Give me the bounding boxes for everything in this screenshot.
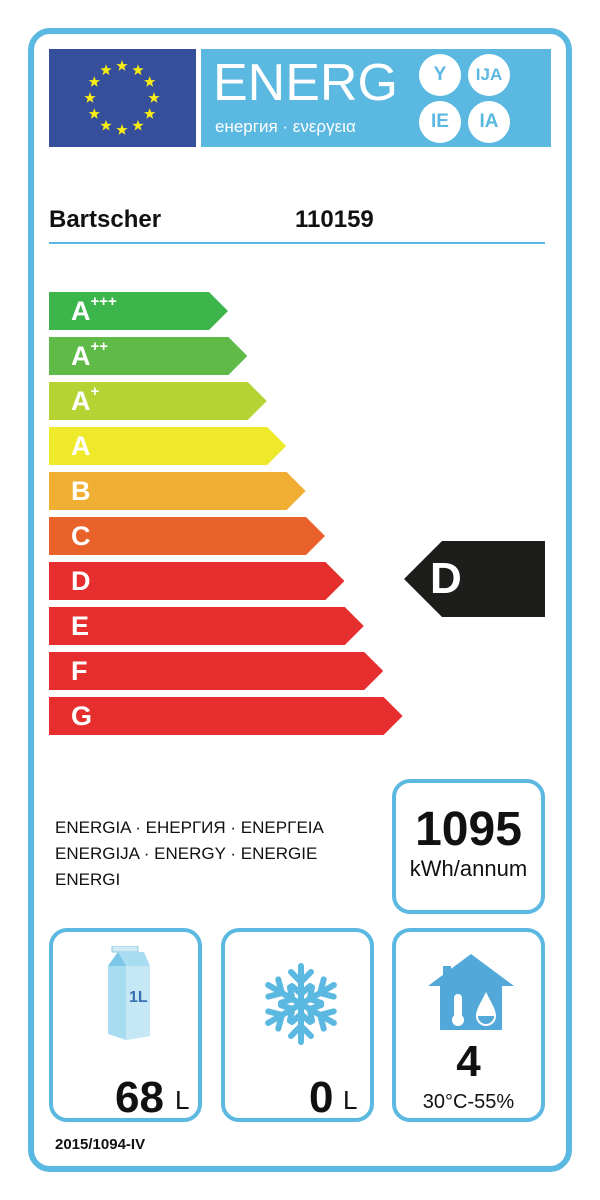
- scale-bar-appp: A+++: [49, 292, 228, 330]
- eu-flag: [49, 49, 196, 147]
- scale-label: F: [71, 656, 88, 686]
- scale-bar-app: A++: [49, 337, 248, 375]
- star: [100, 64, 112, 76]
- scale-label: A: [71, 386, 91, 416]
- fresh-volume-unit: L: [175, 1085, 190, 1115]
- climate-condition: 30°C-55%: [422, 1091, 515, 1113]
- supplier-name: Bartscher: [49, 206, 162, 233]
- star: [148, 92, 160, 103]
- star: [84, 92, 96, 103]
- scale-sup: ++: [90, 338, 109, 355]
- scale-bar-d: D: [49, 562, 345, 600]
- frozen-volume-box: 0 L: [221, 928, 374, 1122]
- star: [116, 60, 128, 71]
- scale-sup: +: [90, 383, 100, 400]
- energy-words-line: ENERGIA · ЕНЕРГИЯ · ΕΝΕΡΓΕΙΑ: [55, 818, 324, 837]
- scale-sup: +++: [90, 293, 117, 310]
- milk-carton-icon: 1L: [108, 946, 150, 1040]
- eu-stars-icon: [84, 60, 160, 135]
- climate-class-value: 4: [456, 1037, 481, 1086]
- frozen-volume-unit: L: [343, 1085, 358, 1115]
- scale-label: A: [71, 341, 91, 371]
- star: [100, 119, 112, 131]
- scale-bar-b: B: [49, 472, 306, 510]
- scale-label: G: [71, 701, 93, 731]
- fresh-volume-value: 68: [115, 1073, 164, 1122]
- suffix-y: Y: [419, 54, 461, 96]
- star: [144, 76, 156, 87]
- scale-label: A: [71, 431, 91, 461]
- scale-bar-a: A: [49, 427, 287, 465]
- energy-words-line: ENERGI: [55, 870, 121, 889]
- house-climate-icon: [428, 954, 514, 1030]
- logo-text: ENERG: [213, 54, 398, 112]
- energy-logo: ENERG енергия · ενεργεια Y IJA IE IA: [201, 49, 551, 147]
- suffix-ija: IJA: [468, 54, 510, 96]
- scale-bar-e: E: [49, 607, 364, 645]
- consumption-value: 1095: [415, 803, 522, 856]
- suffix-ia: IA: [468, 101, 510, 143]
- carton-text: 1L: [129, 989, 148, 1006]
- snowflake-icon: [265, 963, 337, 1045]
- consumption-unit: kWh/annum: [409, 856, 528, 881]
- label-frame: [28, 28, 572, 1172]
- scale-label: B: [71, 476, 91, 506]
- energy-words-line: ENERGIJA · ENERGY · ENERGIE: [55, 844, 318, 863]
- scale-label: E: [71, 611, 90, 641]
- scale-bar-ap: A+: [49, 382, 267, 420]
- scale-label: D: [71, 566, 91, 596]
- climate-class-box: 4 30°C-55%: [392, 928, 545, 1122]
- star: [132, 119, 144, 131]
- scale-bar-g: G: [49, 697, 403, 735]
- star: [132, 64, 144, 76]
- fresh-volume-box: 1L 68 L: [49, 928, 202, 1122]
- logo-subtitle: енергия · ενεργεια: [215, 117, 356, 136]
- scale-label: A: [71, 296, 91, 326]
- divider: [49, 242, 545, 244]
- star: [88, 76, 100, 87]
- suffix-ie: IE: [419, 101, 461, 143]
- energy-words: ENERGIA · ЕНЕРГИЯ · ΕΝΕΡΓΕΙΑ ENERGIJA · …: [55, 815, 324, 893]
- scale-label: C: [71, 521, 91, 551]
- star: [144, 108, 156, 119]
- consumption-box: 1095 kWh/annum: [392, 779, 545, 914]
- scale-bar-c: C: [49, 517, 325, 555]
- regulation-number: 2015/1094-IV: [55, 1136, 146, 1153]
- star: [116, 124, 128, 135]
- model-id: 110159: [295, 206, 374, 233]
- star: [88, 108, 100, 119]
- frozen-volume-value: 0: [309, 1073, 334, 1122]
- scale-bar-f: F: [49, 652, 384, 690]
